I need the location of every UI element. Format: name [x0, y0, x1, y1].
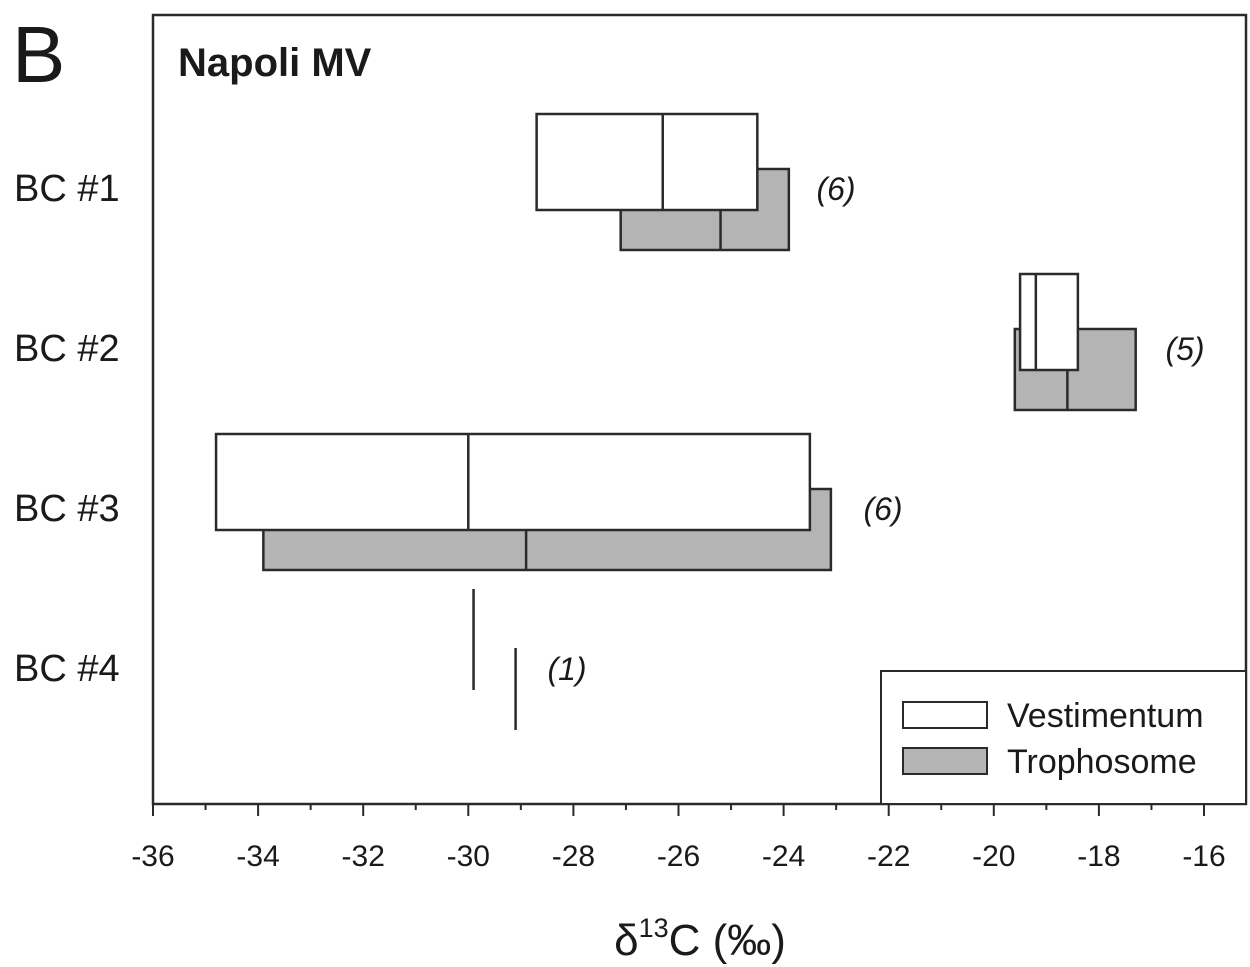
x-tick-label: -32 — [342, 840, 385, 873]
legend-label-vestimentum: Vestimentum — [1007, 697, 1204, 735]
n-label-bc-1: (6) — [816, 171, 855, 207]
panel-letter: B — [12, 10, 65, 99]
category-label-bc-1: BC #1 — [14, 168, 120, 210]
box-series — [214, 112, 1137, 730]
category-label-bc-2: BC #2 — [14, 328, 120, 370]
legend-label-trophosome: Trophosome — [1007, 743, 1197, 781]
x-tick-label: -22 — [867, 840, 910, 873]
x-axis-label: δ13C (‰) — [614, 913, 786, 965]
n-label-bc-2: (5) — [1165, 331, 1204, 367]
legend-swatch-trophosome — [902, 747, 988, 775]
n-label-bc-4: (1) — [547, 651, 586, 687]
vestimentum-box-bc-3 — [214, 432, 812, 532]
x-tick-label: -34 — [236, 840, 279, 873]
x-tick-label: -30 — [447, 840, 490, 873]
legend: Vestimentum Trophosome — [880, 670, 1247, 805]
x-tick-label: -20 — [972, 840, 1015, 873]
n-label-bc-3: (6) — [863, 491, 902, 527]
x-axis: -36 -34 -32 -30 -28 -26 -24 -22 -20 -18 -16 — [131, 804, 1226, 873]
x-tick-label: -26 — [657, 840, 700, 873]
x-tick-label: -36 — [131, 840, 174, 873]
category-labels: BC #1 BC #2 BC #3 BC #4 — [14, 168, 120, 690]
x-tick-label: -16 — [1182, 840, 1225, 873]
chart-title: Napoli MV — [178, 41, 372, 85]
sample-size-labels: (6) (5) (6) (1) — [547, 171, 1204, 687]
x-tick-label: -24 — [762, 840, 805, 873]
category-label-bc-3: BC #3 — [14, 488, 120, 530]
legend-swatch-vestimentum — [902, 701, 988, 729]
vestimentum-box-bc-1 — [535, 112, 759, 212]
x-tick-label: -18 — [1077, 840, 1120, 873]
legend-box — [880, 670, 1247, 805]
vestimentum-box-bc-2 — [1018, 272, 1080, 372]
x-tick-label: -28 — [552, 840, 595, 873]
category-label-bc-4: BC #4 — [14, 648, 120, 690]
plot-frame — [151, 13, 1248, 806]
